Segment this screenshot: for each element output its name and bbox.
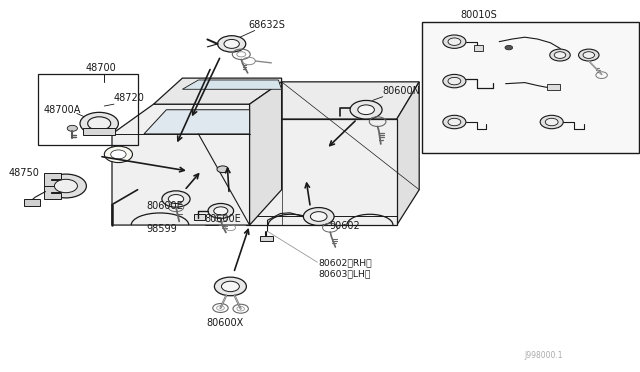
Circle shape	[214, 277, 246, 296]
Circle shape	[111, 150, 126, 159]
Circle shape	[554, 52, 566, 58]
Polygon shape	[246, 119, 397, 225]
Circle shape	[80, 112, 118, 135]
Circle shape	[88, 117, 111, 130]
Text: 80600E: 80600E	[205, 214, 241, 224]
Bar	[194, 214, 205, 220]
Text: 90602: 90602	[330, 221, 360, 231]
Bar	[38, 74, 138, 145]
Circle shape	[579, 49, 599, 61]
Text: 80600E: 80600E	[146, 201, 182, 211]
Polygon shape	[246, 82, 419, 119]
Text: 80010S: 80010S	[461, 10, 497, 20]
Circle shape	[218, 36, 246, 52]
Text: J998000.1: J998000.1	[525, 351, 563, 360]
Circle shape	[540, 115, 563, 129]
Polygon shape	[250, 82, 282, 225]
Text: 48750: 48750	[8, 168, 39, 178]
Polygon shape	[44, 173, 61, 186]
Circle shape	[448, 77, 461, 85]
Text: 80603〈LH〉: 80603〈LH〉	[319, 269, 371, 278]
Circle shape	[45, 174, 86, 198]
Text: 80600N: 80600N	[383, 86, 420, 96]
Circle shape	[545, 118, 558, 126]
Circle shape	[104, 146, 132, 163]
Circle shape	[443, 35, 466, 48]
Text: 48700: 48700	[85, 63, 116, 73]
Circle shape	[358, 105, 374, 115]
Circle shape	[224, 39, 239, 48]
Polygon shape	[144, 110, 250, 134]
Text: 48700A: 48700A	[44, 105, 81, 115]
Text: 80600X: 80600X	[206, 318, 243, 328]
Bar	[24, 199, 40, 206]
Circle shape	[168, 195, 184, 203]
Circle shape	[162, 191, 190, 207]
Text: 98599: 98599	[146, 224, 177, 234]
Circle shape	[448, 38, 461, 45]
Circle shape	[303, 208, 334, 225]
Circle shape	[443, 115, 466, 129]
Circle shape	[208, 203, 234, 218]
Circle shape	[221, 281, 239, 292]
Circle shape	[550, 49, 570, 61]
Circle shape	[583, 52, 595, 58]
Bar	[422, 22, 639, 153]
Circle shape	[448, 118, 461, 126]
Text: 80602〈RH〉: 80602〈RH〉	[319, 258, 372, 267]
Bar	[547, 84, 560, 90]
Circle shape	[316, 217, 326, 223]
Polygon shape	[83, 128, 115, 135]
Circle shape	[217, 166, 228, 173]
Circle shape	[67, 125, 77, 131]
Polygon shape	[44, 186, 61, 199]
Circle shape	[505, 45, 513, 50]
Circle shape	[350, 100, 382, 119]
Circle shape	[54, 179, 77, 193]
Circle shape	[310, 212, 327, 221]
Polygon shape	[182, 80, 282, 89]
Circle shape	[443, 74, 466, 88]
Bar	[474, 45, 483, 51]
Polygon shape	[112, 104, 250, 225]
Polygon shape	[154, 78, 282, 104]
Text: 48720: 48720	[114, 93, 145, 103]
Polygon shape	[397, 82, 419, 225]
Circle shape	[214, 207, 228, 215]
Text: 68632S: 68632S	[248, 20, 285, 30]
Bar	[260, 236, 273, 241]
